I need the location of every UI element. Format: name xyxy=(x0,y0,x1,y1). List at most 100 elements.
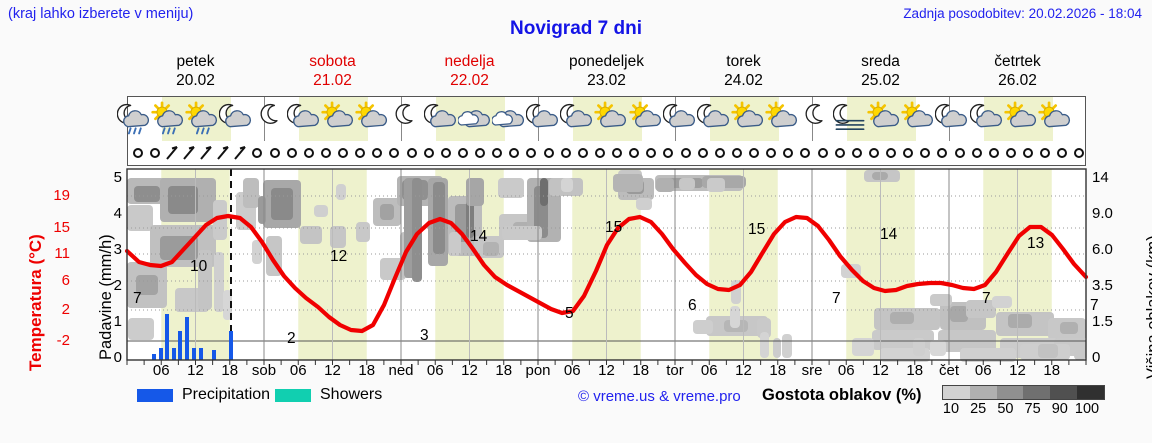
x-axis-tick-label: tor xyxy=(666,362,684,379)
weather-icon-sun-cloud xyxy=(629,99,663,139)
wind-marker xyxy=(166,145,178,166)
day-date: 23.02 xyxy=(587,72,626,89)
day-name: sreda xyxy=(861,53,900,70)
x-axis-tick-label: 06 xyxy=(974,362,992,379)
weather-icon-sun-cloud-rain xyxy=(151,99,185,139)
wind-marker xyxy=(286,145,298,166)
wind-marker xyxy=(1039,145,1051,166)
legend-precipitation-label: Precipitation xyxy=(182,386,271,403)
cloud-scale-value: 100 xyxy=(1074,401,1100,417)
cloud-height-tick-label: 0 xyxy=(1092,349,1101,366)
temperature-value-label: 12 xyxy=(330,248,348,265)
cloud-blob xyxy=(223,290,232,320)
wind-marker xyxy=(508,145,520,166)
cloud-blob xyxy=(693,320,713,334)
day-header-torek: torek 24.02 xyxy=(675,52,812,92)
cloud-blob xyxy=(314,205,328,217)
wind-marker xyxy=(782,145,794,166)
temperature-value-label: 14 xyxy=(470,228,488,245)
cloud-scale-step xyxy=(996,386,1024,399)
temperature-value-label: 15 xyxy=(605,219,623,236)
cloud-blob xyxy=(214,252,224,312)
wind-marker xyxy=(936,145,948,166)
wind-marker xyxy=(731,145,743,166)
weather-icon-moon-cloud xyxy=(934,99,969,139)
cloud-blob xyxy=(466,178,484,206)
temperature-value-label: 7 xyxy=(982,290,991,307)
cloud-blob xyxy=(134,186,160,202)
day-header-sobota: sobota 21.02 xyxy=(264,52,401,92)
wind-marker xyxy=(714,145,726,166)
x-axis-tick-label: sob xyxy=(251,362,277,379)
precipitation-bar xyxy=(229,331,233,360)
cloud-blob xyxy=(136,275,158,295)
wind-marker xyxy=(183,145,195,166)
page-title: Novigrad 7 dni xyxy=(510,18,642,39)
x-axis-tick-label: 18 xyxy=(495,362,513,379)
wind-marker xyxy=(543,145,555,166)
cloud-blob xyxy=(960,348,1016,362)
wind-marker xyxy=(234,145,247,166)
precipitation-tick-label: 1 xyxy=(113,313,122,330)
cloud-blob xyxy=(213,200,227,240)
precipitation-bars xyxy=(152,314,233,360)
wind-marker xyxy=(1056,145,1068,166)
wind-marker xyxy=(354,145,366,166)
cloud-blob xyxy=(773,338,781,358)
day-date: 22.02 xyxy=(450,72,489,89)
x-axis-tick-label: 18 xyxy=(632,362,650,379)
copyright-notice[interactable]: © vreme.us & vreme.pro xyxy=(578,388,741,405)
weather-icon-sun-cloud xyxy=(594,99,628,139)
temperature-tick-label: 6 xyxy=(61,272,70,289)
cloud-height-tick-label: 3.5 xyxy=(1092,277,1113,294)
cloud-blob xyxy=(252,240,262,264)
wind-marker xyxy=(423,145,435,166)
day-name: nedelja xyxy=(444,53,495,70)
legend-showers-swatch xyxy=(275,389,311,402)
day-header-petek: petek 20.02 xyxy=(127,52,264,92)
precipitation-bar xyxy=(185,317,189,360)
cloud-blob xyxy=(782,334,792,358)
wind-marker xyxy=(320,145,332,166)
location-menu-hint[interactable]: (kraj lahko izberete v meniju) xyxy=(8,6,194,22)
weather-icon-moon-cloud xyxy=(662,99,697,139)
legend-showers-label: Showers xyxy=(320,386,383,403)
cloud-height-tick-label: 9.0 xyxy=(1092,205,1113,222)
x-axis-tick-label: 18 xyxy=(1043,362,1061,379)
cloud-scale-value: 75 xyxy=(1024,401,1041,417)
temperature-tick-label: 11 xyxy=(54,245,70,262)
cloud-scale-value: 50 xyxy=(997,401,1014,417)
day-date: 25.02 xyxy=(861,72,900,89)
x-axis-tick-label: 06 xyxy=(152,362,170,379)
wind-marker xyxy=(1005,145,1017,166)
precipitation-tick-label: 4 xyxy=(113,205,122,222)
cloud-scale-step xyxy=(1050,386,1078,399)
cloud-blob xyxy=(679,178,695,190)
x-axis-tick-label: 06 xyxy=(289,362,307,379)
weather-icon-sun-cloud xyxy=(355,99,389,139)
cloud-height-tick-label: 14 xyxy=(1092,169,1109,186)
x-axis-tick-label: 12 xyxy=(872,362,889,379)
day-name: torek xyxy=(726,53,761,70)
cloud-blob xyxy=(380,204,394,220)
cloud-blob xyxy=(356,222,370,242)
cloud-density-scale xyxy=(942,385,1105,400)
cloud-scale-step xyxy=(1023,386,1051,399)
weather-icon-sun-cloud xyxy=(731,99,765,139)
wind-marker xyxy=(371,145,383,166)
wind-marker xyxy=(457,145,469,166)
wind-marker xyxy=(440,145,452,166)
cloud-height-tick-label: 6.0 xyxy=(1092,241,1113,258)
wind-marker xyxy=(560,145,572,166)
temperature-tick-label: 19 xyxy=(53,187,70,204)
cloud-blob xyxy=(890,312,914,324)
weather-icon-sun-cloud xyxy=(1004,99,1038,139)
x-axis-tick-label: 12 xyxy=(324,362,341,379)
x-axis-tick-label: 18 xyxy=(358,362,376,379)
wind-marker xyxy=(885,145,897,166)
weather-icon-cloud xyxy=(457,99,492,139)
cloud-blob xyxy=(913,338,925,356)
cloud-blob xyxy=(449,232,461,256)
weather-icon-sun-cloud-rain xyxy=(185,99,219,139)
